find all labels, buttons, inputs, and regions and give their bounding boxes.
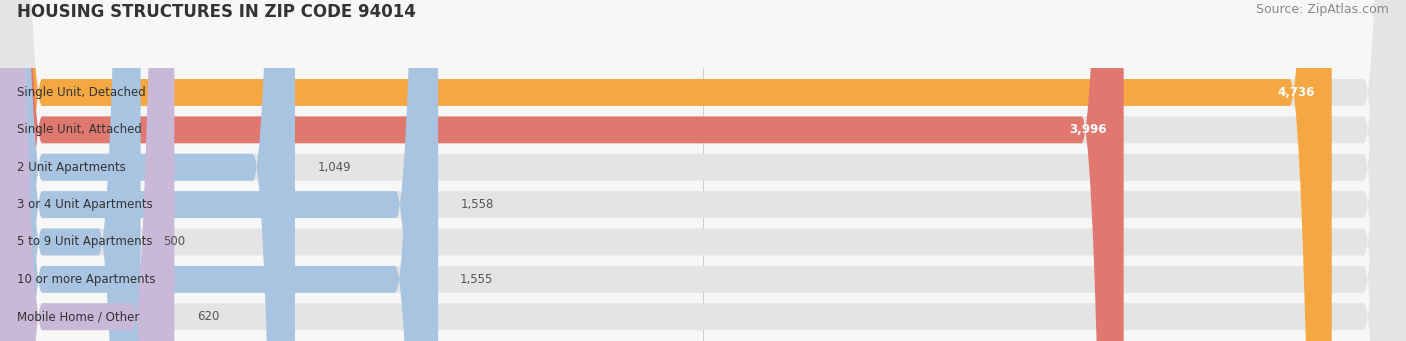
Text: 500: 500 [163,236,186,249]
FancyBboxPatch shape [0,0,1331,341]
Text: 3,996: 3,996 [1070,123,1107,136]
Text: 1,555: 1,555 [460,273,494,286]
FancyBboxPatch shape [0,0,295,341]
FancyBboxPatch shape [0,0,437,341]
Text: Mobile Home / Other: Mobile Home / Other [17,310,139,323]
Text: Single Unit, Detached: Single Unit, Detached [17,86,146,99]
Text: 1,049: 1,049 [318,161,352,174]
Text: HOUSING STRUCTURES IN ZIP CODE 94014: HOUSING STRUCTURES IN ZIP CODE 94014 [17,3,416,21]
Text: 3 or 4 Unit Apartments: 3 or 4 Unit Apartments [17,198,153,211]
Text: 4,736: 4,736 [1278,86,1315,99]
Text: 620: 620 [197,310,219,323]
FancyBboxPatch shape [0,0,439,341]
FancyBboxPatch shape [0,0,141,341]
Text: 10 or more Apartments: 10 or more Apartments [17,273,156,286]
Text: Single Unit, Attached: Single Unit, Attached [17,123,142,136]
Text: 2 Unit Apartments: 2 Unit Apartments [17,161,125,174]
FancyBboxPatch shape [0,0,174,341]
FancyBboxPatch shape [0,0,1123,341]
Text: 1,558: 1,558 [461,198,494,211]
Text: Source: ZipAtlas.com: Source: ZipAtlas.com [1256,3,1389,16]
Text: 5 to 9 Unit Apartments: 5 to 9 Unit Apartments [17,236,152,249]
